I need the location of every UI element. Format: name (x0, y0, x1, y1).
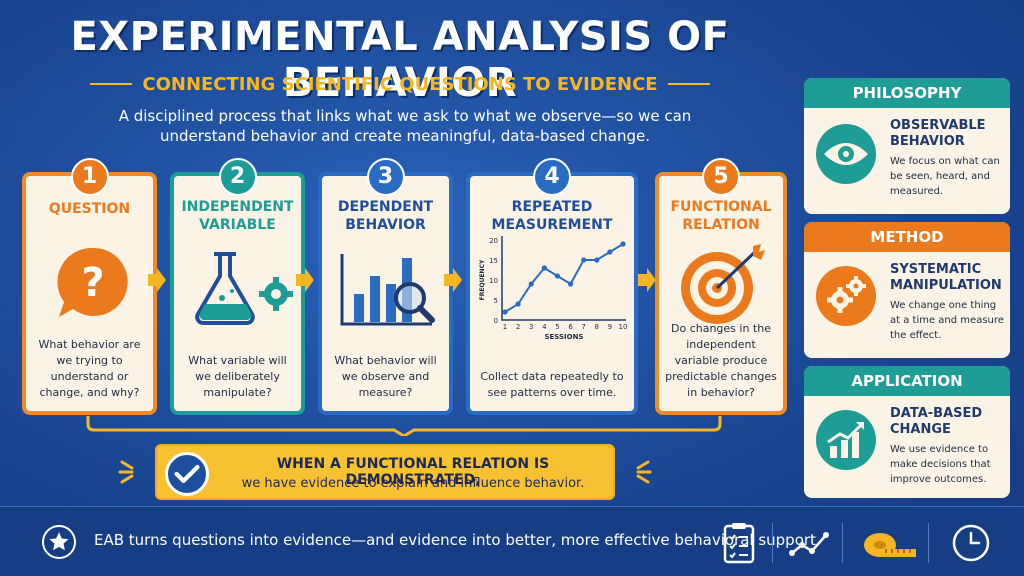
clock-icon (952, 524, 990, 562)
chart-axes (501, 236, 626, 321)
step-number-badge: 3 (366, 158, 405, 196)
x-tick-label: 8 (595, 323, 599, 331)
intro-text: A disciplined process that links what we… (118, 107, 692, 145)
panel-text: We focus on what can be seen, heard, and… (890, 156, 1000, 197)
target-arrow-icon (681, 244, 765, 324)
step-card-dependent-behavior: 3 DEPENDENT BEHAVIOR What behavior will … (318, 158, 453, 415)
y-tick-label: 15 (489, 257, 498, 265)
page-title: EXPERIMENTAL ANALYSIS OF BEHAVIOR (70, 14, 730, 106)
panel-application: APPLICATION DATA-BASED CHANGE We use evi… (804, 366, 1010, 498)
y-tick-label: 0 (494, 317, 498, 325)
functional-relation-callout: WHEN A FUNCTIONAL RELATION IS DEMONSTRAT… (155, 444, 615, 500)
data-point (528, 281, 534, 287)
x-tick-label: 1 (503, 323, 507, 331)
x-tick-label: 4 (542, 323, 547, 331)
data-point (581, 257, 587, 263)
data-point (594, 257, 600, 263)
arrow-right-icon (148, 268, 166, 292)
panel-text: We use evidence to make decisions that i… (890, 444, 991, 485)
question-bubble-icon: ? (57, 247, 128, 317)
subtitle-line-left (90, 83, 133, 85)
data-point (554, 273, 561, 279)
x-tick-label: 9 (608, 323, 612, 331)
y-tick-label: 5 (494, 297, 498, 305)
footer-bar: EAB turns questions into evidence—and ev… (0, 506, 1024, 576)
callout-title: WHEN A FUNCTIONAL RELATION IS DEMONSTRAT… (276, 456, 550, 488)
bar-chart-magnifier-icon (340, 254, 435, 326)
flask-gear-icon (195, 252, 293, 325)
data-point (567, 281, 574, 287)
star-icon (42, 525, 76, 559)
x-tick-label: 5 (555, 323, 559, 331)
bracket-connector (86, 416, 722, 436)
data-point (541, 265, 547, 271)
step-title: QUESTION (48, 201, 131, 217)
series-line (504, 243, 624, 313)
step-title: REPEATED MEASUREMENT (491, 199, 613, 233)
arrow-right-icon (296, 268, 314, 292)
x-axis-label: SESSIONS (544, 333, 583, 341)
footer-divider (928, 523, 929, 563)
svg-text:?: ? (81, 260, 104, 306)
y-tick-label: 20 (489, 237, 498, 245)
footer-divider (842, 523, 843, 563)
step-card-question: 1 QUESTION ? What behavior are we trying… (22, 158, 157, 415)
growth-chart-icon (816, 410, 876, 470)
panel-text: We change one thing at a time and measur… (890, 300, 1004, 341)
step-card-repeated-measurement: 4 REPEATED MEASUREMENT 0 5 10 15 20 1 2 3 4 5 6 7 8 9… (466, 158, 638, 415)
arrow-right-icon (638, 268, 656, 292)
gears-icon (816, 266, 876, 326)
step-number-badge: 1 (70, 158, 109, 196)
checkmark-icon (165, 452, 209, 496)
x-tick-label: 7 (581, 323, 585, 331)
panel-philosophy: PHILOSOPHY OBSERVABLE BEHAVIOR We focus … (804, 78, 1010, 214)
step-description: What behavior are we trying to understan… (38, 338, 141, 399)
x-tick-label: 3 (529, 323, 533, 331)
panel-header: METHOD (804, 222, 1010, 252)
step-title: INDEPENDENT VARIABLE (181, 199, 294, 233)
panel-method: METHOD SYSTEMATIC MANIPULATION We change… (804, 222, 1010, 358)
callout-text: we have evidence to explain and influenc… (241, 476, 585, 491)
y-axis-label: FREQUENCY (479, 259, 486, 300)
footer-divider (772, 523, 773, 563)
panel-title: SYSTEMATIC MANIPULATION (890, 262, 1002, 293)
step-description: What behavior will we observe and measur… (334, 354, 437, 399)
y-tick-label: 10 (489, 277, 498, 285)
data-point (502, 309, 508, 315)
panel-header: PHILOSOPHY (804, 78, 1010, 108)
sparkle-icon (636, 460, 652, 484)
x-tick-label: 6 (568, 323, 573, 331)
x-tick-label: 10 (619, 323, 628, 331)
x-tick-label: 2 (516, 323, 520, 331)
clipboard-checklist-icon (723, 523, 755, 564)
sparkle-icon (118, 460, 134, 484)
subtitle-line-right (667, 83, 710, 85)
step-number-badge: 4 (533, 158, 571, 196)
step-card-independent-variable: 2 INDEPENDENT VARIABLE What variable wil… (170, 158, 305, 415)
subtitle-banner: CONNECTING SCIENTIFIC QUESTIONS TO EVIDE… (90, 70, 710, 98)
footer-text: EAB turns questions into evidence—and ev… (94, 531, 821, 549)
data-point (620, 241, 626, 247)
panel-title: DATA-BASED CHANGE (890, 406, 983, 437)
tape-measure-icon (864, 533, 916, 557)
step-title: FUNCTIONAL RELATION (670, 199, 772, 233)
step-description: Collect data repeatedly to see patterns … (480, 370, 624, 399)
step-description: What variable will we deliberately manip… (188, 354, 287, 399)
step-number-badge: 5 (702, 158, 740, 196)
arrow-right-icon (444, 268, 462, 292)
data-point (515, 301, 521, 307)
step-title: DEPENDENT BEHAVIOR (337, 199, 434, 233)
subtitle: CONNECTING SCIENTIFIC QUESTIONS TO EVIDE… (142, 73, 658, 95)
data-point (607, 249, 613, 255)
step-card-functional-relation: 5 FUNCTIONAL RELATION Do changes in the … (655, 158, 787, 415)
step-description: Do changes in the independent variable p… (665, 322, 777, 399)
line-graph-icon (789, 532, 829, 556)
panel-header: APPLICATION (804, 366, 1010, 396)
panel-title: OBSERVABLE BEHAVIOR (890, 118, 986, 149)
eye-icon (816, 124, 876, 184)
step-number-badge: 2 (218, 158, 257, 196)
